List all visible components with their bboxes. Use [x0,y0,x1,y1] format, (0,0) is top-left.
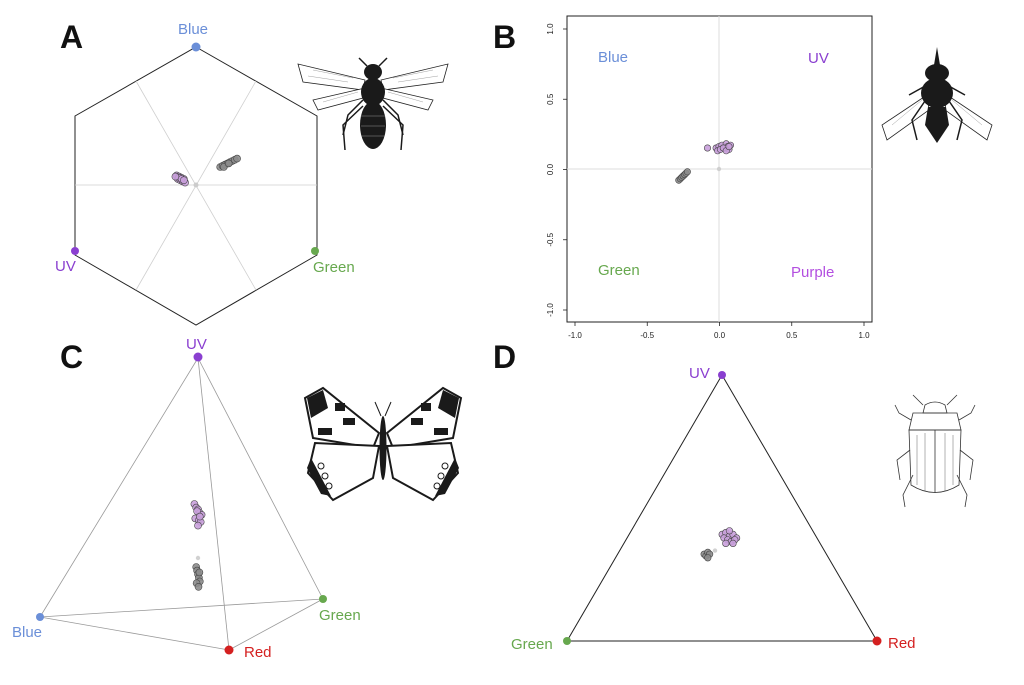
data-point [725,527,734,535]
vertex-label-uv: UV [186,336,207,353]
panel-b: B -1.0 -0.5 0.0 0.5 1.0 -1.0 -0.5 0.0 0.5 1.0 Blu… [493,15,993,340]
y-tick-label: -0.5 [546,232,555,246]
data-point [683,168,691,176]
vertex-label-blue: Blue [12,624,42,641]
x-tick-label: 0.0 [714,331,726,340]
panel-a-letter: A [60,19,83,55]
data-point [195,568,204,577]
vertex-label-red: Red [244,644,272,661]
data-point [725,143,733,151]
quadrant-label-blue: Blue [598,49,628,66]
bee-icon [297,57,449,151]
data-point [712,548,718,553]
achromatic-point [193,182,199,188]
maxwell-triangle [566,374,878,642]
vertex-label-green: Green [313,259,355,276]
panel-c-points [190,500,206,591]
vertex-red [224,645,234,655]
vertex-red [872,636,882,646]
panel-a-points [171,154,241,187]
data-point [703,144,711,152]
y-tick-label: -1.0 [546,303,555,317]
data-point [194,582,203,591]
vertex-label-uv: UV [689,365,710,382]
panel-d-points [700,527,741,562]
vertex-uv [71,247,79,255]
data-point [171,172,180,181]
quadrant-label-purple: Purple [791,264,834,281]
panel-c-letter: C [60,339,83,375]
vertex-label-blue: Blue [178,21,208,38]
data-point [196,512,204,521]
vertex-blue [36,613,44,621]
vertex-label-uv: UV [55,258,76,275]
y-tick-label: 0.5 [546,93,555,105]
data-point [195,555,201,561]
data-point [716,166,722,172]
vertex-uv [193,352,203,362]
y-tick-label: 1.0 [546,23,555,35]
data-point [722,539,730,548]
butterfly-icon [303,386,463,502]
data-point [729,539,737,548]
vertex-green [563,637,571,645]
x-tick-label: 1.0 [858,331,870,340]
vertex-green [311,247,319,255]
tetrahedron-edges [39,357,324,651]
vertex-label-green: Green [511,636,553,653]
panel-b-points [675,140,734,184]
quadrant-label-green: Green [598,262,640,279]
vertex-label-green: Green [319,607,361,624]
vertex-label-red: Red [888,635,916,652]
x-tick-label: 0.5 [786,331,798,340]
data-point [704,554,712,562]
vertex-green [319,595,327,603]
y-tick-label: 0.0 [546,163,555,175]
panel-b-letter: B [493,19,516,55]
panel-b-axes: -1.0 -0.5 0.0 0.5 1.0 -1.0 -0.5 0.0 0.5 1.0 [546,23,870,340]
fly-icon [881,47,993,143]
data-point [180,176,188,184]
hexagon-outline [74,46,318,326]
data-point [233,154,241,163]
vertex-uv [718,371,726,379]
panel-d-letter: D [493,339,516,375]
panel-d: D UV Green Red [493,339,976,653]
quadrant-label-uv: UV [808,50,829,67]
data-point [194,521,202,530]
panel-a: A Blue UV Green [55,19,449,326]
beetle-icon [894,394,976,508]
panel-c: C UV Blue Green Red [12,336,463,661]
x-tick-label: -0.5 [640,331,654,340]
vertex-blue [191,42,201,52]
data-point [224,159,233,168]
x-tick-label: -1.0 [568,331,582,340]
